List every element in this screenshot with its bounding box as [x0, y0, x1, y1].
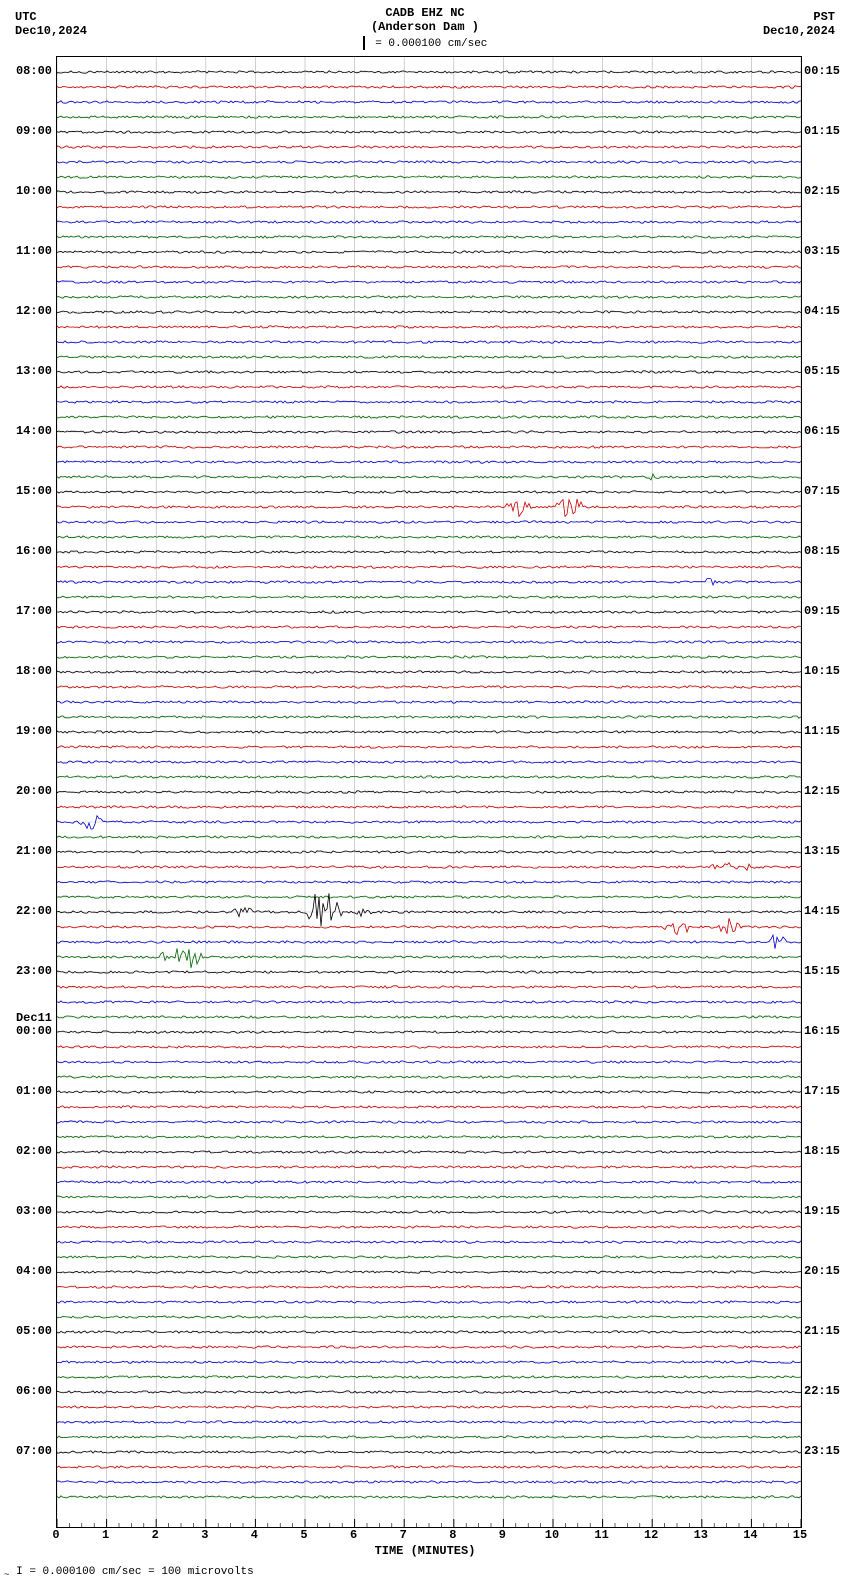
- utc-hour-label: 09:00: [2, 124, 52, 138]
- utc-hour-label: 00:00: [2, 1024, 52, 1038]
- utc-hour-label: 12:00: [2, 304, 52, 318]
- x-tick-label: 12: [636, 1528, 666, 1542]
- x-axis-label: TIME (MINUTES): [0, 1544, 850, 1558]
- pst-hour-label: 04:15: [804, 304, 850, 318]
- x-tick-label: 6: [339, 1528, 369, 1542]
- location-subtitle: (Anderson Dam ): [0, 20, 850, 34]
- utc-hour-label: 01:00: [2, 1084, 52, 1098]
- x-tick-label: 15: [785, 1528, 815, 1542]
- pst-hour-label: 09:15: [804, 604, 850, 618]
- x-tick-label: 13: [686, 1528, 716, 1542]
- x-tick-label: 8: [438, 1528, 468, 1542]
- utc-hour-label: 21:00: [2, 844, 52, 858]
- pst-hour-label: 18:15: [804, 1144, 850, 1158]
- footer-scale: ~ I = 0.000100 cm/sec = 100 microvolts: [4, 1566, 254, 1580]
- utc-hour-label: 06:00: [2, 1384, 52, 1398]
- pst-hour-label: 19:15: [804, 1204, 850, 1218]
- station-title: CADB EHZ NC: [0, 6, 850, 20]
- pst-hour-label: 05:15: [804, 364, 850, 378]
- utc-hour-label: 16:00: [2, 544, 52, 558]
- x-tick-label: 7: [388, 1528, 418, 1542]
- x-tick-label: 11: [587, 1528, 617, 1542]
- utc-hour-label: 07:00: [2, 1444, 52, 1458]
- pst-hour-label: 10:15: [804, 664, 850, 678]
- utc-hour-label: 20:00: [2, 784, 52, 798]
- utc-hour-label: 04:00: [2, 1264, 52, 1278]
- pst-hour-label: 13:15: [804, 844, 850, 858]
- x-tick-label: 0: [41, 1528, 71, 1542]
- seismogram-plot: [56, 56, 802, 1528]
- x-tick-label: 14: [735, 1528, 765, 1542]
- pst-hour-label: 17:15: [804, 1084, 850, 1098]
- pst-hour-label: 08:15: [804, 544, 850, 558]
- utc-hour-label: 22:00: [2, 904, 52, 918]
- utc-hour-label: 10:00: [2, 184, 52, 198]
- utc-hour-label: 23:00: [2, 964, 52, 978]
- x-tick-label: 2: [140, 1528, 170, 1542]
- pst-hour-label: 02:15: [804, 184, 850, 198]
- pst-hour-label: 20:15: [804, 1264, 850, 1278]
- pst-hour-label: 03:15: [804, 244, 850, 258]
- x-tick-label: 9: [487, 1528, 517, 1542]
- pst-hour-label: 12:15: [804, 784, 850, 798]
- x-tick-label: 10: [537, 1528, 567, 1542]
- x-tick-label: 3: [190, 1528, 220, 1542]
- seismogram-container: UTC Dec10,2024 PST Dec10,2024 CADB EHZ N…: [0, 0, 850, 1584]
- utc-hour-label: 02:00: [2, 1144, 52, 1158]
- pst-hour-label: 23:15: [804, 1444, 850, 1458]
- utc-hour-label: 03:00: [2, 1204, 52, 1218]
- utc-hour-label: 15:00: [2, 484, 52, 498]
- utc-hour-label: 13:00: [2, 364, 52, 378]
- pst-hour-label: 16:15: [804, 1024, 850, 1038]
- pst-hour-label: 15:15: [804, 964, 850, 978]
- utc-hour-label: 08:00: [2, 64, 52, 78]
- pst-hour-label: 00:15: [804, 64, 850, 78]
- utc-hour-label: 11:00: [2, 244, 52, 258]
- pst-hour-label: 01:15: [804, 124, 850, 138]
- scale-indicator: = 0.000100 cm/sec: [0, 36, 850, 50]
- pst-hour-label: 06:15: [804, 424, 850, 438]
- utc-hour-label: 17:00: [2, 604, 52, 618]
- seismogram-svg: [57, 57, 801, 1527]
- pst-hour-label: 11:15: [804, 724, 850, 738]
- x-tick-label: 5: [289, 1528, 319, 1542]
- pst-hour-label: 07:15: [804, 484, 850, 498]
- pst-hour-label: 22:15: [804, 1384, 850, 1398]
- x-tick-label: 1: [91, 1528, 121, 1542]
- utc-hour-label: 19:00: [2, 724, 52, 738]
- pst-hour-label: 21:15: [804, 1324, 850, 1338]
- utc-hour-label: 05:00: [2, 1324, 52, 1338]
- date-change-label: Dec11: [2, 1011, 52, 1025]
- pst-hour-label: 14:15: [804, 904, 850, 918]
- x-tick-label: 4: [239, 1528, 269, 1542]
- utc-hour-label: 18:00: [2, 664, 52, 678]
- utc-hour-label: 14:00: [2, 424, 52, 438]
